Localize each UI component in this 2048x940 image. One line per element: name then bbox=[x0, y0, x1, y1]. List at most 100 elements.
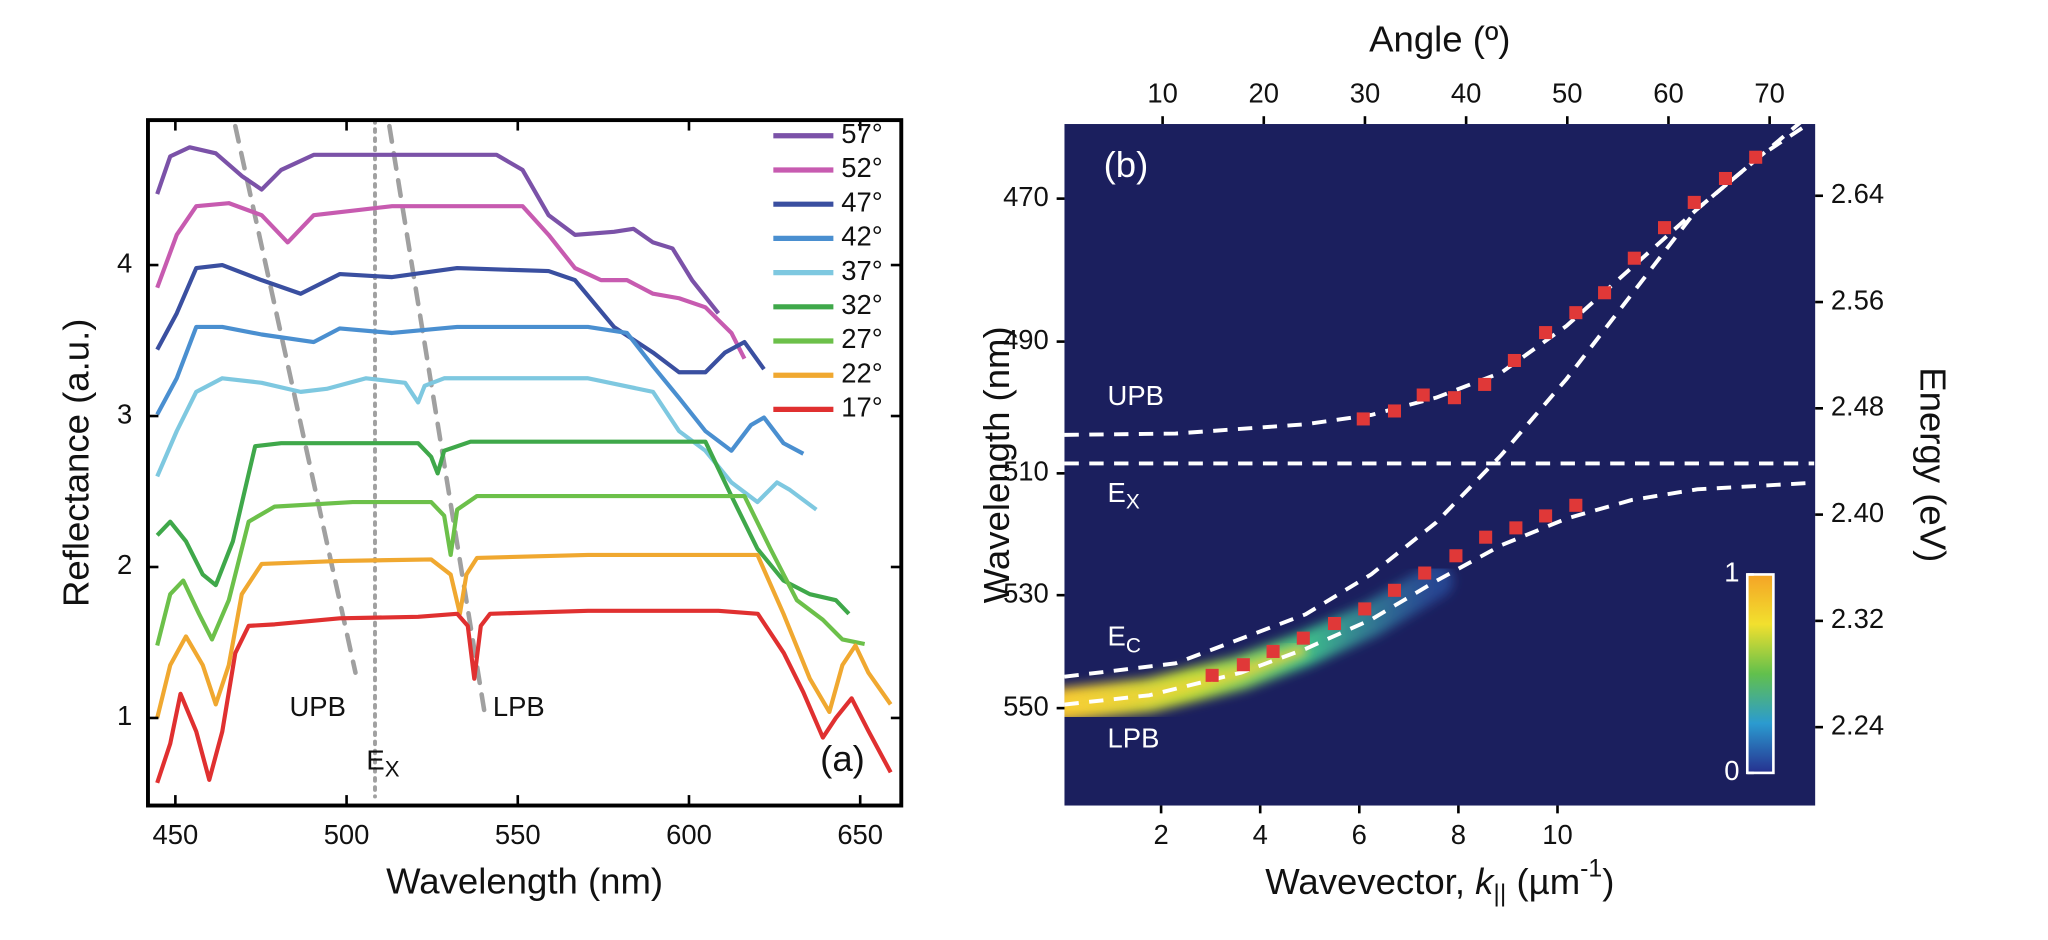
panel-a: 450 500 550 600 650 1 2 3 4 Wavelength (nm) Reflec… bbox=[55, 118, 904, 902]
curve-label-sub: X bbox=[1126, 490, 1140, 513]
data-marker bbox=[1387, 583, 1402, 597]
x-tick-label: 4 bbox=[1253, 819, 1268, 850]
curve-label: LPB bbox=[1108, 722, 1160, 753]
y-axis-title: Reflectance (a.u.) bbox=[55, 319, 96, 607]
curve-label-text: E bbox=[1108, 621, 1126, 652]
spectrum-line bbox=[155, 262, 766, 375]
panel-label: (a) bbox=[820, 738, 865, 779]
x-tick-label: 450 bbox=[152, 819, 198, 850]
y-tick-label: 530 bbox=[1003, 577, 1049, 608]
x-axis-title-part: || bbox=[1493, 880, 1506, 907]
colorbar-tick-label: 1 bbox=[1724, 557, 1739, 588]
model-curve bbox=[1064, 480, 1815, 707]
x-axis-title-part: -1 bbox=[1580, 855, 1602, 882]
legend-label: 37° bbox=[841, 255, 882, 286]
data-marker bbox=[1598, 286, 1612, 300]
data-marker bbox=[1236, 658, 1250, 672]
legend-label: 27° bbox=[841, 323, 882, 354]
spectrum-line bbox=[155, 493, 866, 647]
x2-tick-label: 70 bbox=[1754, 78, 1784, 109]
y-tick-label: 1 bbox=[117, 700, 132, 731]
panel-label: (b) bbox=[1104, 144, 1149, 185]
y2-tick-label: 2.40 bbox=[1831, 497, 1884, 528]
data-marker bbox=[1205, 668, 1219, 682]
data-marker bbox=[1687, 195, 1701, 209]
curve-label: UPB bbox=[1108, 380, 1164, 411]
x-tick-label: 2 bbox=[1153, 819, 1168, 850]
legend-label: 32° bbox=[841, 289, 882, 320]
legend-label: 22° bbox=[841, 357, 882, 388]
x-tick-label: 650 bbox=[837, 819, 883, 850]
guide-label: LPB bbox=[493, 691, 545, 722]
colorbar-tick-label: 0 bbox=[1724, 755, 1739, 786]
spectrum-line bbox=[155, 376, 818, 512]
data-marker bbox=[1718, 171, 1733, 186]
y2-tick-label: 2.56 bbox=[1831, 284, 1884, 315]
x-axis-title-part: Wavevector, bbox=[1265, 861, 1475, 902]
guide-label: UPB bbox=[290, 691, 346, 722]
x-tick-label: 500 bbox=[324, 819, 370, 850]
curve-label-text: UPB bbox=[1108, 380, 1164, 411]
legend-label: 47° bbox=[841, 186, 882, 217]
y-tick-label: 490 bbox=[1003, 324, 1049, 355]
data-marker bbox=[1447, 391, 1461, 405]
spectrum-line bbox=[155, 324, 805, 456]
x-tick-label: 600 bbox=[666, 819, 712, 850]
data-marker bbox=[1509, 521, 1523, 535]
curve-label-sub: C bbox=[1126, 634, 1141, 657]
y-tick-label: 550 bbox=[1003, 690, 1049, 721]
data-marker bbox=[1569, 306, 1583, 320]
y2-axis-title: Energy (eV) bbox=[1912, 367, 1953, 562]
guide-label-text: E bbox=[366, 745, 384, 776]
data-marker bbox=[1658, 221, 1672, 235]
guide-label: EX bbox=[366, 745, 399, 781]
data-marker bbox=[1387, 404, 1402, 418]
spectrum-line bbox=[155, 145, 721, 315]
curve-label-text: E bbox=[1108, 477, 1126, 508]
data-marker bbox=[1327, 617, 1342, 631]
guide-label-sub: X bbox=[385, 756, 400, 781]
y-tick-label: 510 bbox=[1003, 456, 1049, 487]
curve-label-text: LPB bbox=[1108, 722, 1160, 753]
x2-axis-title: Angle (º) bbox=[1369, 18, 1510, 59]
spectrum-line bbox=[155, 608, 893, 784]
legend-label: 17° bbox=[841, 392, 882, 423]
guide-label-text: UPB bbox=[290, 691, 346, 722]
x-axis-title-part: (µm bbox=[1506, 861, 1580, 902]
data-marker bbox=[1478, 377, 1492, 391]
y-tick-label: 4 bbox=[117, 247, 132, 278]
curve-label: EC bbox=[1108, 621, 1141, 657]
x-axis-title: Wavevector, k|| (µm-1) bbox=[1265, 855, 1614, 907]
data-marker bbox=[1539, 509, 1553, 523]
curve-label: EX bbox=[1108, 477, 1140, 513]
y-axis-title: Wavelength (nm) bbox=[976, 326, 1017, 603]
data-marker bbox=[1627, 251, 1641, 265]
spectrum-line bbox=[155, 201, 747, 360]
data-marker bbox=[1749, 150, 1763, 164]
guide-line bbox=[233, 123, 358, 675]
y-tick-label: 3 bbox=[117, 398, 132, 429]
y-tick-label: 2 bbox=[117, 549, 132, 580]
plot-frame bbox=[146, 118, 904, 808]
x2-tick-label: 40 bbox=[1451, 78, 1481, 109]
legend-label: 42° bbox=[841, 221, 882, 252]
model-curve bbox=[1064, 124, 1802, 679]
x-axis-title-part: ) bbox=[1602, 861, 1614, 902]
guide-line bbox=[387, 123, 489, 724]
data-marker bbox=[1479, 530, 1493, 544]
legend-label: 57° bbox=[841, 118, 882, 149]
x-tick-label: 6 bbox=[1352, 819, 1367, 850]
x2-tick-label: 60 bbox=[1653, 78, 1683, 109]
y2-tick-label: 2.64 bbox=[1831, 178, 1884, 209]
colorbar bbox=[1745, 573, 1775, 775]
x-axis-title: Wavelength (nm) bbox=[386, 861, 663, 902]
x-tick-label: 10 bbox=[1542, 819, 1572, 850]
legend-label: 52° bbox=[841, 152, 882, 183]
y2-tick-label: 2.24 bbox=[1831, 709, 1884, 740]
data-marker bbox=[1358, 602, 1372, 616]
plot-area bbox=[1064, 124, 1815, 722]
x2-tick-label: 20 bbox=[1249, 78, 1279, 109]
x-tick-label: 550 bbox=[495, 819, 541, 850]
